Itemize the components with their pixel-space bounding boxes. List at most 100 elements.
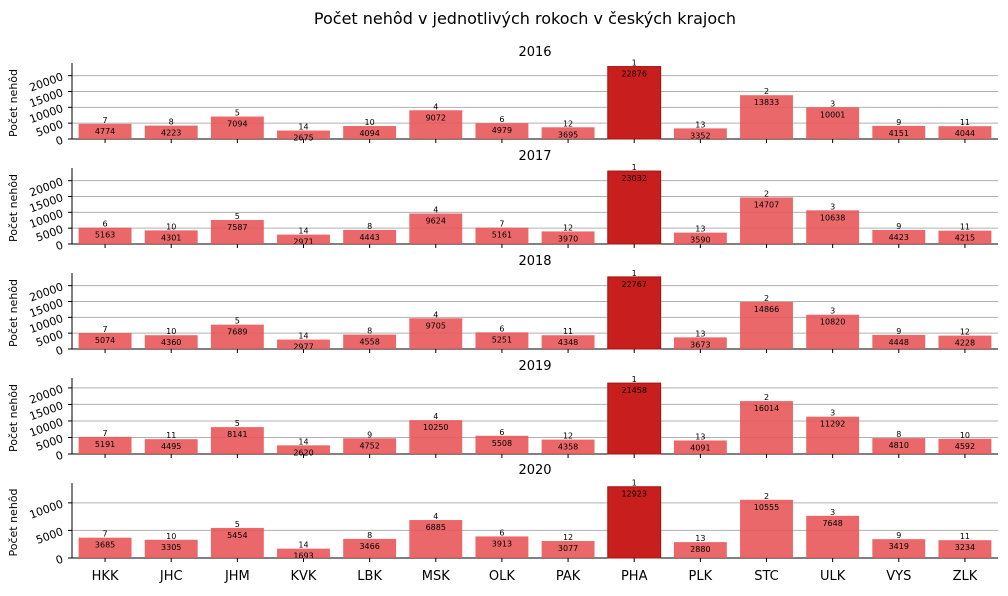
bar-value-label: 3466 [359, 542, 379, 551]
bar-value-label: 4752 [359, 441, 379, 450]
bar [277, 339, 330, 349]
bar [872, 438, 926, 454]
bar-rank-label: 8 [367, 222, 372, 231]
bar [78, 332, 132, 349]
bar-rank-label: 14 [298, 541, 308, 550]
bar-value-label: 3234 [955, 543, 975, 552]
bar-rank-label: 14 [298, 227, 308, 236]
bar-value-label: 4360 [161, 338, 181, 347]
bar-value-label: 4301 [161, 233, 181, 242]
bar [541, 439, 595, 454]
bar-rank-label: 3 [830, 99, 835, 108]
bar-value-label: 5508 [492, 439, 512, 448]
bar [673, 542, 727, 558]
bar-rank-label: 10 [166, 222, 176, 231]
bar-rank-label: 7 [103, 429, 108, 438]
bar [277, 548, 330, 558]
bar-value-label: 2880 [690, 545, 710, 554]
bar-value-label: 22876 [621, 70, 646, 79]
bar [938, 438, 992, 454]
bar-value-label: 10638 [820, 213, 845, 222]
bar-value-label: 4348 [558, 338, 578, 347]
bar-value-label: 2977 [293, 343, 313, 352]
bar-rank-label: 2 [764, 189, 769, 198]
bar [872, 539, 926, 558]
panel-title: 2017 [518, 149, 551, 164]
bar [144, 125, 198, 139]
bar-rank-label: 2 [764, 294, 769, 303]
bar [740, 499, 793, 558]
bar-rank-label: 6 [499, 115, 504, 124]
bar-value-label: 3970 [558, 234, 578, 243]
bar-value-label: 5074 [95, 336, 115, 345]
bar-value-label: 14866 [754, 305, 779, 314]
bar-rank-label: 3 [830, 307, 835, 316]
bar-value-label: 4810 [889, 441, 909, 450]
bar-rank-label: 7 [103, 325, 108, 334]
bar-rank-label: 4 [433, 206, 438, 215]
panel-title: 2020 [518, 463, 551, 478]
bar [144, 539, 198, 558]
x-tick-label: JHC [159, 569, 183, 584]
bar-rank-label: 4 [433, 310, 438, 319]
bar-rank-label: 4 [433, 412, 438, 421]
bar-value-label: 3352 [690, 131, 710, 140]
bar [872, 125, 926, 139]
bar-rank-label: 5 [235, 317, 240, 326]
bar [938, 540, 992, 558]
bar-value-label: 4592 [955, 442, 975, 451]
bar-value-label: 4094 [359, 129, 379, 138]
bar-rank-label: 9 [367, 430, 372, 439]
bar [475, 435, 529, 454]
bar-value-label: 14707 [754, 200, 779, 209]
bar [78, 436, 132, 454]
bar-value-label: 13833 [754, 98, 779, 107]
bar-rank-label: 8 [169, 118, 174, 127]
bar [475, 123, 529, 139]
bar [541, 231, 595, 244]
bar-value-label: 9072 [426, 113, 446, 122]
bar [806, 416, 860, 454]
bar-value-label: 4495 [161, 442, 181, 451]
bar-rank-label: 3 [830, 508, 835, 517]
x-tick-label: VYS [886, 569, 911, 584]
bar-value-label: 7587 [227, 223, 247, 232]
bar [541, 541, 595, 558]
x-tick-label: PAK [556, 569, 581, 584]
bar-rank-label: 13 [695, 225, 705, 234]
x-tick-label: LBK [357, 569, 382, 584]
bar [78, 123, 132, 139]
y-axis-label: Počet nehôd [7, 384, 20, 452]
bar [806, 210, 860, 244]
bar [475, 227, 529, 244]
bar-rank-label: 4 [433, 102, 438, 111]
bar-value-label: 3590 [690, 236, 710, 245]
bar-rank-label: 3 [830, 202, 835, 211]
bar-rank-label: 8 [896, 430, 901, 439]
bar-rank-label: 4 [433, 512, 438, 521]
bar-rank-label: 14 [298, 123, 308, 132]
bar-rank-label: 9 [896, 118, 901, 127]
bar-value-label: 4151 [889, 129, 909, 138]
y-axis-label: Počet nehôd [7, 488, 20, 556]
bar-value-label: 3695 [558, 130, 578, 139]
bar-value-label: 10001 [820, 110, 845, 119]
panel-title: 2018 [518, 254, 551, 269]
bar-value-label: 4443 [359, 233, 379, 242]
bar [144, 335, 198, 349]
bar [673, 337, 727, 349]
bar-value-label: 4215 [955, 234, 975, 243]
bar [938, 335, 992, 349]
bar [806, 314, 860, 349]
bar-rank-label: 12 [563, 432, 573, 441]
bar-rank-label: 13 [695, 432, 705, 441]
bar-value-label: 9624 [426, 217, 446, 226]
bar-value-label: 2675 [293, 134, 313, 143]
bar-rank-label: 10 [166, 532, 176, 541]
bar-value-label: 4774 [95, 127, 115, 136]
bar-value-label: 9705 [426, 321, 446, 330]
y-tick-label: 0 [54, 239, 65, 254]
bar-value-label: 5251 [492, 335, 512, 344]
